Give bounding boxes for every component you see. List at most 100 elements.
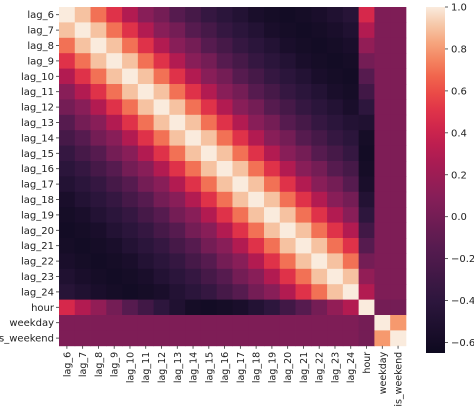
y-tick-label-lag_14: lag_14 xyxy=(21,133,54,144)
heatmap-cell-lag_18-weekday xyxy=(374,191,391,208)
heatmap-cell-lag_12-lag_8 xyxy=(90,99,107,116)
heatmap-cell-lag_17-lag_12 xyxy=(153,176,170,193)
heatmap-cell-lag_14-lag_9 xyxy=(106,130,123,146)
heatmap-cell-lag_15-lag_13 xyxy=(169,145,186,162)
heatmap-cell-lag_24-lag_9 xyxy=(106,284,123,300)
heatmap-cell-lag_18-hour xyxy=(358,191,375,208)
heatmap-cell-lag_7-lag_6 xyxy=(59,22,76,39)
heatmap-cell-lag_20-lag_23 xyxy=(327,222,344,239)
heatmap-cell-lag_13-lag_13 xyxy=(169,114,186,131)
heatmap-cell-lag_19-lag_18 xyxy=(248,207,265,223)
heatmap-cell-hour-lag_19 xyxy=(264,299,281,316)
heatmap-cell-lag_12-lag_22 xyxy=(311,99,328,116)
heatmap-cell-lag_22-is_weekend xyxy=(390,253,407,270)
heatmap-cell-weekday-lag_22 xyxy=(311,315,328,331)
heatmap-cell-lag_6-is_weekend xyxy=(390,7,407,23)
heatmap-cell-lag_12-lag_16 xyxy=(216,99,233,116)
heatmap-cell-lag_19-lag_19 xyxy=(264,207,281,223)
heatmap-cell-lag_22-hour xyxy=(358,253,375,270)
y-tick-label-lag_13: lag_13 xyxy=(21,118,54,129)
heatmap-cell-lag_17-lag_13 xyxy=(169,176,186,193)
heatmap-cell-lag_15-lag_18 xyxy=(248,145,265,162)
heatmap-cell-lag_17-is_weekend xyxy=(390,176,407,193)
x-tick-label-lag_7: lag_7 xyxy=(78,352,89,377)
heatmap-cell-lag_23-lag_22 xyxy=(311,268,328,285)
heatmap-cell-lag_8-lag_16 xyxy=(216,37,233,54)
heatmap-cell-lag_21-lag_16 xyxy=(216,238,233,254)
heatmap-cell-lag_22-lag_8 xyxy=(90,253,107,270)
heatmap-cell-lag_20-lag_9 xyxy=(106,222,123,239)
heatmap-cell-lag_10-lag_13 xyxy=(169,68,186,85)
heatmap-cell-lag_23-lag_21 xyxy=(295,268,312,285)
heatmap-cell-lag_9-lag_24 xyxy=(342,53,360,69)
heatmap-cell-lag_19-lag_16 xyxy=(216,207,233,223)
heatmap-cell-lag_12-hour xyxy=(358,99,375,116)
x-tick-label-lag_8: lag_8 xyxy=(94,352,105,377)
x-tick-label-lag_17: lag_17 xyxy=(236,352,247,383)
y-tick-label-lag_15: lag_15 xyxy=(21,149,54,160)
heatmap-cell-lag_13-lag_7 xyxy=(74,114,91,131)
heatmap-cell-lag_10-lag_16 xyxy=(216,68,233,85)
heatmap-cell-lag_6-lag_22 xyxy=(311,7,328,23)
heatmap-cell-lag_6-lag_16 xyxy=(216,7,233,23)
y-tick-label-lag_23: lag_23 xyxy=(21,272,54,283)
heatmap-cell-lag_19-lag_15 xyxy=(200,207,218,223)
heatmap-cell-lag_15-lag_21 xyxy=(295,145,312,162)
heatmap-cell-lag_7-lag_18 xyxy=(248,22,265,39)
heatmap-cell-weekday-lag_23 xyxy=(327,315,344,331)
heatmap-cell-lag_9-lag_13 xyxy=(169,53,186,69)
heatmap-cell-lag_14-lag_16 xyxy=(216,130,233,146)
heatmap-cell-lag_22-lag_21 xyxy=(295,253,312,270)
heatmap-cell-lag_11-lag_10 xyxy=(122,84,139,100)
heatmap-cell-lag_14-lag_11 xyxy=(137,130,155,146)
heatmap-cell-lag_24-lag_21 xyxy=(295,284,312,300)
heatmap-cell-lag_18-lag_22 xyxy=(311,191,328,208)
heatmap-cell-lag_11-lag_20 xyxy=(279,84,296,100)
heatmap-cell-lag_20-lag_17 xyxy=(232,222,249,239)
heatmap-cell-lag_24-lag_18 xyxy=(248,284,265,300)
heatmap-cell-lag_23-lag_19 xyxy=(264,268,281,285)
heatmap-cell-is_weekend-lag_20 xyxy=(279,330,296,347)
heatmap-cell-lag_21-lag_6 xyxy=(59,238,76,254)
heatmap-cell-lag_15-weekday xyxy=(374,145,391,162)
heatmap-cell-lag_19-lag_23 xyxy=(327,207,344,223)
heatmap-cell-lag_15-is_weekend xyxy=(390,145,407,162)
heatmap-cell-is_weekend-lag_10 xyxy=(122,330,139,347)
heatmap-cell-lag_24-lag_19 xyxy=(264,284,281,300)
heatmap-cell-lag_17-lag_20 xyxy=(279,176,296,193)
heatmap-cell-lag_23-lag_20 xyxy=(279,268,296,285)
heatmap-cell-lag_21-lag_24 xyxy=(342,238,360,254)
heatmap-cell-is_weekend-lag_12 xyxy=(153,330,170,347)
heatmap-cell-lag_12-lag_10 xyxy=(122,99,139,116)
heatmap-cell-lag_17-lag_9 xyxy=(106,176,123,193)
heatmap-cell-lag_11-hour xyxy=(358,84,375,100)
heatmap-cell-lag_10-hour xyxy=(358,68,375,85)
heatmap-cell-lag_12-lag_12 xyxy=(153,99,170,116)
heatmap-cell-lag_24-lag_6 xyxy=(59,284,76,300)
y-tick-label-is_weekend: is_weekend xyxy=(0,334,54,345)
heatmap-cell-lag_12-lag_7 xyxy=(74,99,91,116)
heatmap-cell-lag_21-weekday xyxy=(374,238,391,254)
heatmap-cell-lag_14-lag_13 xyxy=(169,130,186,146)
heatmap-cell-lag_13-lag_15 xyxy=(200,114,218,131)
heatmap-cell-weekday-lag_21 xyxy=(295,315,312,331)
heatmap-cell-lag_10-lag_10 xyxy=(122,68,139,85)
heatmap-cell-lag_20-lag_21 xyxy=(295,222,312,239)
heatmap-cell-lag_21-lag_21 xyxy=(295,238,312,254)
heatmap-cell-is_weekend-hour xyxy=(358,330,375,347)
heatmap-cell-lag_14-lag_8 xyxy=(90,130,107,146)
heatmap-cell-lag_23-lag_6 xyxy=(59,268,76,285)
colorbar-tick-label: 0.6 xyxy=(451,86,467,97)
heatmap-cell-lag_12-lag_19 xyxy=(264,99,281,116)
heatmap-cell-lag_21-lag_7 xyxy=(74,238,91,254)
heatmap-cell-lag_10-lag_17 xyxy=(232,68,249,85)
x-tick-label-lag_22: lag_22 xyxy=(315,352,326,383)
heatmap-cell-lag_16-lag_18 xyxy=(248,161,265,177)
heatmap-cell-lag_17-lag_6 xyxy=(59,176,76,193)
heatmap-cell-lag_13-lag_9 xyxy=(106,114,123,131)
heatmap-cell-lag_10-lag_15 xyxy=(200,68,218,85)
heatmap-cell-lag_21-lag_12 xyxy=(153,238,170,254)
heatmap-cell-lag_23-lag_9 xyxy=(106,268,123,285)
heatmap-cell-lag_10-is_weekend xyxy=(390,68,407,85)
heatmap-cell-lag_20-lag_7 xyxy=(74,222,91,239)
